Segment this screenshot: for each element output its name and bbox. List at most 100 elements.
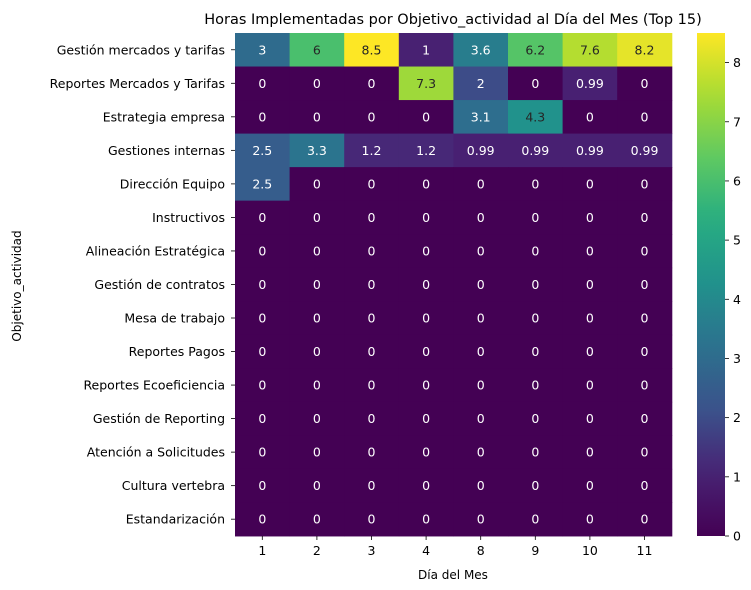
colorbar-tick-label: 2 [733, 410, 741, 425]
cell-value-label: 0 [641, 512, 649, 527]
cell-value-label: 0.99 [521, 143, 549, 158]
heatmap-cell [562, 368, 618, 403]
cell-value-label: 0 [586, 176, 594, 191]
cell-value-label: 3.1 [471, 109, 491, 124]
cell-value-label: 0 [477, 512, 485, 527]
y-tick-label: Instructivos [152, 210, 225, 225]
heatmap-cell [617, 334, 673, 369]
colorbar-tick-label: 1 [733, 469, 741, 484]
cell-value-label: 4.3 [525, 109, 545, 124]
heatmap-cell [235, 468, 291, 503]
heatmap-cell [344, 334, 400, 369]
cell-annotations: 3 6 8.5 1 3.6 6.2 7.6 8.2 0 0 0 7.3 2 0 0.99 0 0 0 0 0 3.1 4.… [252, 42, 658, 526]
heatmap-cell [453, 167, 509, 202]
heatmap-cell [398, 234, 454, 269]
heatmap-cell [235, 435, 291, 470]
cell-value-label: 0 [477, 344, 485, 359]
heatmap-cell [453, 100, 509, 135]
cell-value-label: 0 [586, 512, 594, 527]
colorbar-tick-label: 3 [733, 351, 741, 366]
cell-value-label: 0 [531, 210, 539, 225]
heatmap-cell [617, 234, 673, 269]
heatmap-cell [508, 435, 564, 470]
cell-value-label: 1.2 [362, 143, 382, 158]
colorbar-tick-label: 6 [733, 173, 741, 188]
cell-value-label: 0 [477, 311, 485, 326]
heatmap-cell [289, 66, 345, 101]
cell-value-label: 0 [313, 210, 321, 225]
heatmap-cell [344, 33, 400, 68]
heatmap-cell [344, 502, 400, 537]
cell-value-label: 0 [531, 445, 539, 460]
heatmap-cell [289, 368, 345, 403]
cell-value-label: 0 [422, 344, 430, 359]
heatmap-cell [617, 502, 673, 537]
heatmap-cell [562, 401, 618, 436]
heatmap-cell [562, 33, 618, 68]
heatmap-cell [453, 66, 509, 101]
heatmap-cell [562, 435, 618, 470]
cell-value-label: 0 [313, 344, 321, 359]
cell-value-label: 8.5 [362, 42, 382, 57]
heatmap-cell [398, 267, 454, 302]
heatmap-cell [289, 167, 345, 202]
x-tick-label: 10 [582, 543, 598, 558]
heatmap-cell [453, 401, 509, 436]
y-tick-label: Estrategia empresa [103, 109, 225, 124]
x-tick-label: 4 [422, 543, 430, 558]
cell-value-label: 0 [422, 243, 430, 258]
cell-value-label: 0 [586, 210, 594, 225]
cell-value-label: 0 [641, 445, 649, 460]
cell-value-label: 0 [531, 176, 539, 191]
cell-value-label: 0 [368, 76, 376, 91]
cell-value-label: 0 [641, 411, 649, 426]
cell-value-label: 0 [368, 311, 376, 326]
cell-value-label: 0 [422, 512, 430, 527]
heatmap-cell [344, 468, 400, 503]
cell-value-label: 0 [586, 411, 594, 426]
cell-value-label: 0 [368, 277, 376, 292]
y-tick-label: Gestión de contratos [94, 277, 225, 292]
y-tick-label: Estandarización [126, 512, 225, 527]
cell-value-label: 0 [586, 445, 594, 460]
heatmap-cell [398, 401, 454, 436]
heatmap-cell [289, 33, 345, 68]
heatmap-cell [617, 368, 673, 403]
cell-value-label: 0 [641, 378, 649, 393]
cell-value-label: 0 [313, 277, 321, 292]
heatmap-cell [617, 33, 673, 68]
cell-value-label: 0 [258, 243, 266, 258]
cell-value-label: 0 [531, 76, 539, 91]
colorbar-tick-label: 0 [733, 529, 741, 544]
heatmap-cell [289, 267, 345, 302]
cell-value-label: 0 [368, 378, 376, 393]
heatmap-cell [453, 267, 509, 302]
heatmap-cell [398, 133, 454, 168]
heatmap-cell [562, 267, 618, 302]
heatmap-cell [617, 267, 673, 302]
heatmap-cell [508, 200, 564, 235]
cell-value-label: 0 [368, 243, 376, 258]
heatmap-cell [235, 267, 291, 302]
heatmap-cell [562, 100, 618, 135]
heatmap-cell [508, 267, 564, 302]
cell-value-label: 0 [477, 176, 485, 191]
cell-value-label: 3.3 [307, 143, 327, 158]
cell-value-label: 0.99 [631, 143, 659, 158]
heatmap-cell [398, 301, 454, 336]
heatmap-cell [617, 200, 673, 235]
heatmap-cell [289, 435, 345, 470]
cell-value-label: 0 [477, 243, 485, 258]
colorbar-ticks: 0 1 2 3 4 5 6 7 8 [725, 55, 741, 544]
cell-value-label: 2 [477, 76, 485, 91]
cell-value-label: 0 [368, 512, 376, 527]
heatmap-cell [289, 133, 345, 168]
cell-value-label: 0.99 [467, 143, 495, 158]
cell-value-label: 0 [477, 210, 485, 225]
cell-value-label: 0 [422, 277, 430, 292]
chart-title: Horas Implementadas por Objetivo_activid… [204, 12, 702, 28]
heatmap-cell [235, 167, 291, 202]
x-tick-label: 11 [637, 543, 653, 558]
heatmap-cell [562, 133, 618, 168]
x-tick-label: 8 [477, 543, 485, 558]
